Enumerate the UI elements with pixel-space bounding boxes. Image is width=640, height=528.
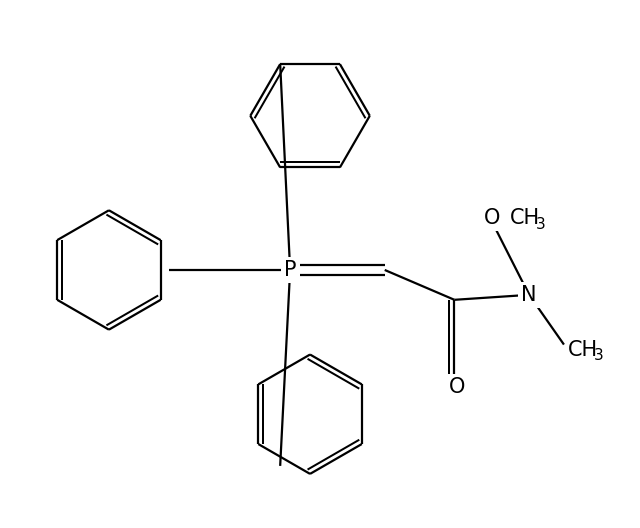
Text: 3: 3 (594, 348, 604, 363)
Text: O: O (449, 378, 465, 398)
Text: 3: 3 (536, 216, 546, 232)
Text: N: N (522, 285, 537, 305)
Text: CH: CH (568, 340, 598, 360)
Text: P: P (284, 260, 296, 280)
Text: CH: CH (510, 208, 540, 228)
Text: O: O (484, 208, 500, 228)
